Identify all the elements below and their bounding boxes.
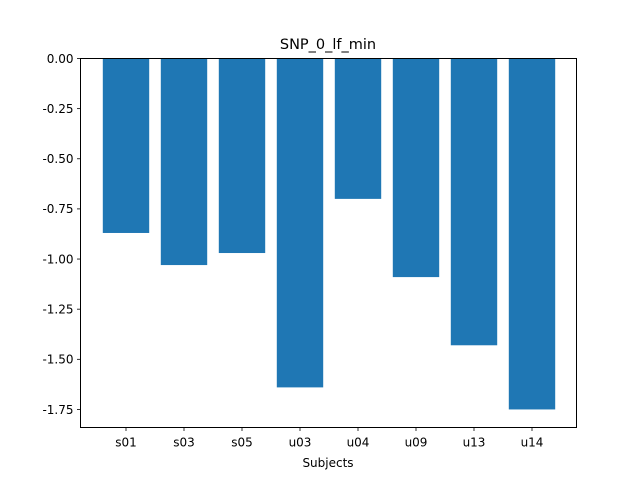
bars-group [102, 58, 556, 410]
y-tick-label: -0.25 [42, 102, 73, 116]
y-tick-label: -1.50 [42, 353, 73, 367]
bar-u09 [392, 58, 440, 278]
chart-title: SNP_0_lf_min [280, 37, 376, 53]
y-tick-label: -0.50 [42, 152, 73, 166]
bar-u03 [276, 58, 324, 388]
x-tick-label: s05 [231, 436, 253, 450]
x-tick-label: u09 [405, 436, 428, 450]
x-axis-label: Subjects [302, 456, 353, 470]
y-tick-label: -1.25 [42, 302, 73, 316]
bar-u04 [334, 58, 382, 199]
bar-s01 [102, 58, 150, 233]
y-tick-label: -1.75 [42, 403, 73, 417]
bar-u13 [450, 58, 498, 346]
plot-frame [80, 58, 577, 428]
x-tick-label: s03 [173, 436, 195, 450]
y-tick-label: -1.00 [42, 252, 73, 266]
x-tick-label: u14 [521, 436, 544, 450]
y-axis: 0.00 -0.25 -0.50 -0.75 -1.00 -1.25 -1.50 -1.75 [42, 52, 81, 417]
x-tick-label: u13 [463, 436, 486, 450]
x-axis: s01 s03 s05 u03 u04 u09 u13 u14 [115, 427, 544, 450]
y-tick-label: 0.00 [47, 52, 74, 66]
bar-s03 [160, 58, 208, 266]
bar-s05 [218, 58, 266, 254]
x-tick-label: u03 [289, 436, 312, 450]
x-tick-label: s01 [115, 436, 137, 450]
x-tick-label: u04 [347, 436, 370, 450]
bar-u14 [508, 58, 556, 410]
y-tick-label: -0.75 [42, 202, 73, 216]
